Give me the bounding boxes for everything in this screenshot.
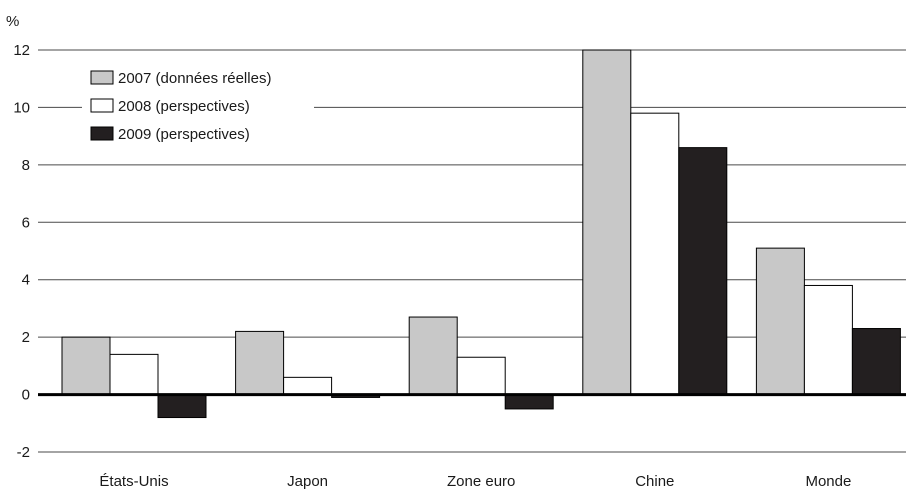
bar-2-4 xyxy=(630,112,680,396)
x-category-label: États-Unis xyxy=(99,473,168,490)
y-tick-label: 10 xyxy=(13,99,30,116)
x-category-label: Zone euro xyxy=(447,473,515,490)
bar-1-2 xyxy=(235,330,285,396)
bar-1-3 xyxy=(408,316,458,396)
y-tick-label: 2 xyxy=(22,329,30,346)
x-category-label: Monde xyxy=(805,473,851,490)
legend-label: 2009 (perspectives) xyxy=(118,126,250,143)
y-tick-label: -2 xyxy=(17,444,30,461)
legend-label: 2007 (données réelles) xyxy=(118,70,271,87)
bar-2-2 xyxy=(283,376,333,396)
y-axis-label: % xyxy=(6,13,19,30)
bar-3-4 xyxy=(678,147,728,396)
bar-3-3 xyxy=(504,394,554,410)
y-tick-label: 0 xyxy=(22,387,30,404)
bar-2-5 xyxy=(803,284,853,396)
x-category-label: Japon xyxy=(287,473,328,490)
bar-3-5 xyxy=(851,328,901,396)
bar-3-1 xyxy=(157,394,207,419)
legend-swatch xyxy=(90,98,114,113)
bar-2-3 xyxy=(456,356,506,396)
legend-background xyxy=(82,62,314,154)
bar-1-4 xyxy=(582,49,632,396)
x-axis-category-labels: États-Unis Japon Zone euro Chine Monde xyxy=(99,473,851,490)
y-tick-label: 6 xyxy=(22,214,30,231)
bar-2-1 xyxy=(109,353,159,396)
legend-swatch xyxy=(90,70,114,85)
bar-1-5 xyxy=(755,247,805,396)
y-tick-label: 4 xyxy=(22,272,30,289)
legend-label: 2008 (perspectives) xyxy=(118,98,250,115)
y-tick-label: 12 xyxy=(13,42,30,59)
bar-1-1 xyxy=(61,336,111,396)
x-category-label: Chine xyxy=(635,473,674,490)
y-axis-ticks: -2 0 2 4 6 8 10 12 xyxy=(13,42,30,461)
y-tick-label: 8 xyxy=(22,157,30,174)
legend: 2007 (données réelles) 2008 (perspectives… xyxy=(82,62,314,154)
legend-swatch xyxy=(90,126,114,141)
